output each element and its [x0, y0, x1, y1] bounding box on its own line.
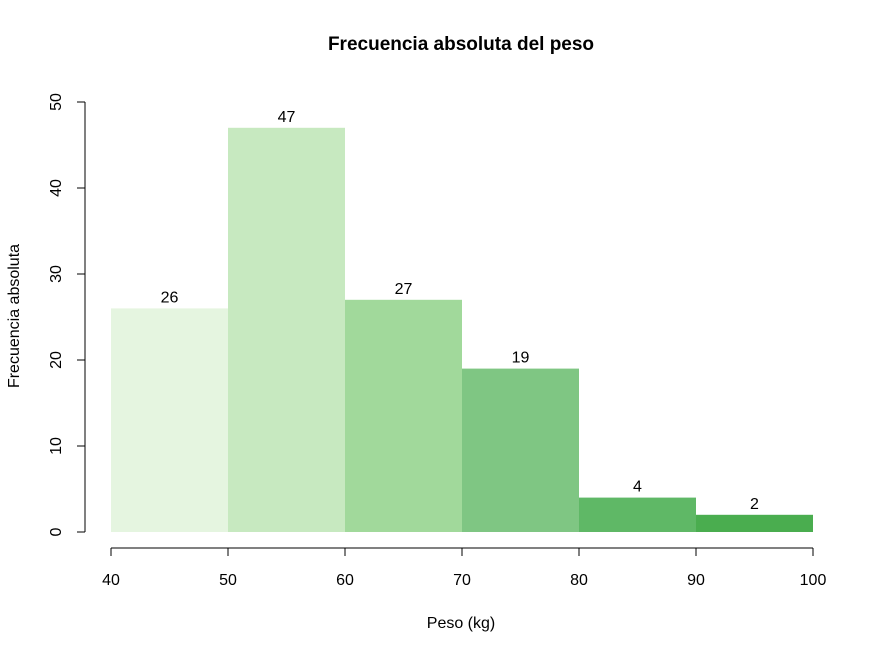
histogram-bar-4	[579, 497, 696, 532]
bar-value-label-4: 4	[633, 479, 642, 496]
bar-value-label-5: 2	[750, 496, 759, 513]
histogram-bar-2	[345, 299, 462, 532]
x-tick-label-3: 70	[453, 572, 471, 589]
chart-title: Frecuencia absoluta del peso	[328, 34, 594, 55]
x-tick-label-0: 40	[102, 572, 120, 589]
bar-value-label-2: 27	[395, 281, 413, 298]
y-tick-label-5: 50	[48, 93, 65, 111]
bar-value-label-0: 26	[161, 289, 179, 306]
y-axis: 0 10 20 30 40 50	[48, 93, 86, 536]
x-axis-label: Peso (kg)	[427, 615, 495, 632]
bar-value-label-3: 19	[512, 350, 530, 367]
y-tick-label-2: 20	[48, 351, 65, 369]
y-tick-label-1: 10	[48, 437, 65, 455]
bar-value-label-1: 47	[278, 109, 296, 126]
x-tick-label-1: 50	[219, 572, 237, 589]
x-axis: 40 50 60 70 80 90 100	[102, 547, 827, 589]
y-axis-label: Frecuencia absoluta	[6, 244, 23, 388]
x-tick-label-6: 100	[800, 572, 827, 589]
x-tick-label-5: 90	[687, 572, 705, 589]
histogram-bar-5	[696, 514, 813, 532]
histogram-bar-3	[462, 368, 579, 532]
x-tick-label-4: 80	[570, 572, 588, 589]
data-labels-layer: 26 47 27 19 4 2	[161, 109, 759, 513]
y-tick-label-3: 30	[48, 265, 65, 283]
x-tick-label-2: 60	[336, 572, 354, 589]
histogram-bar-0	[111, 308, 228, 532]
histogram-bar-1	[228, 127, 345, 533]
bars-layer	[111, 127, 813, 533]
y-tick-label-4: 40	[48, 179, 65, 197]
y-tick-label-0: 0	[48, 527, 65, 536]
